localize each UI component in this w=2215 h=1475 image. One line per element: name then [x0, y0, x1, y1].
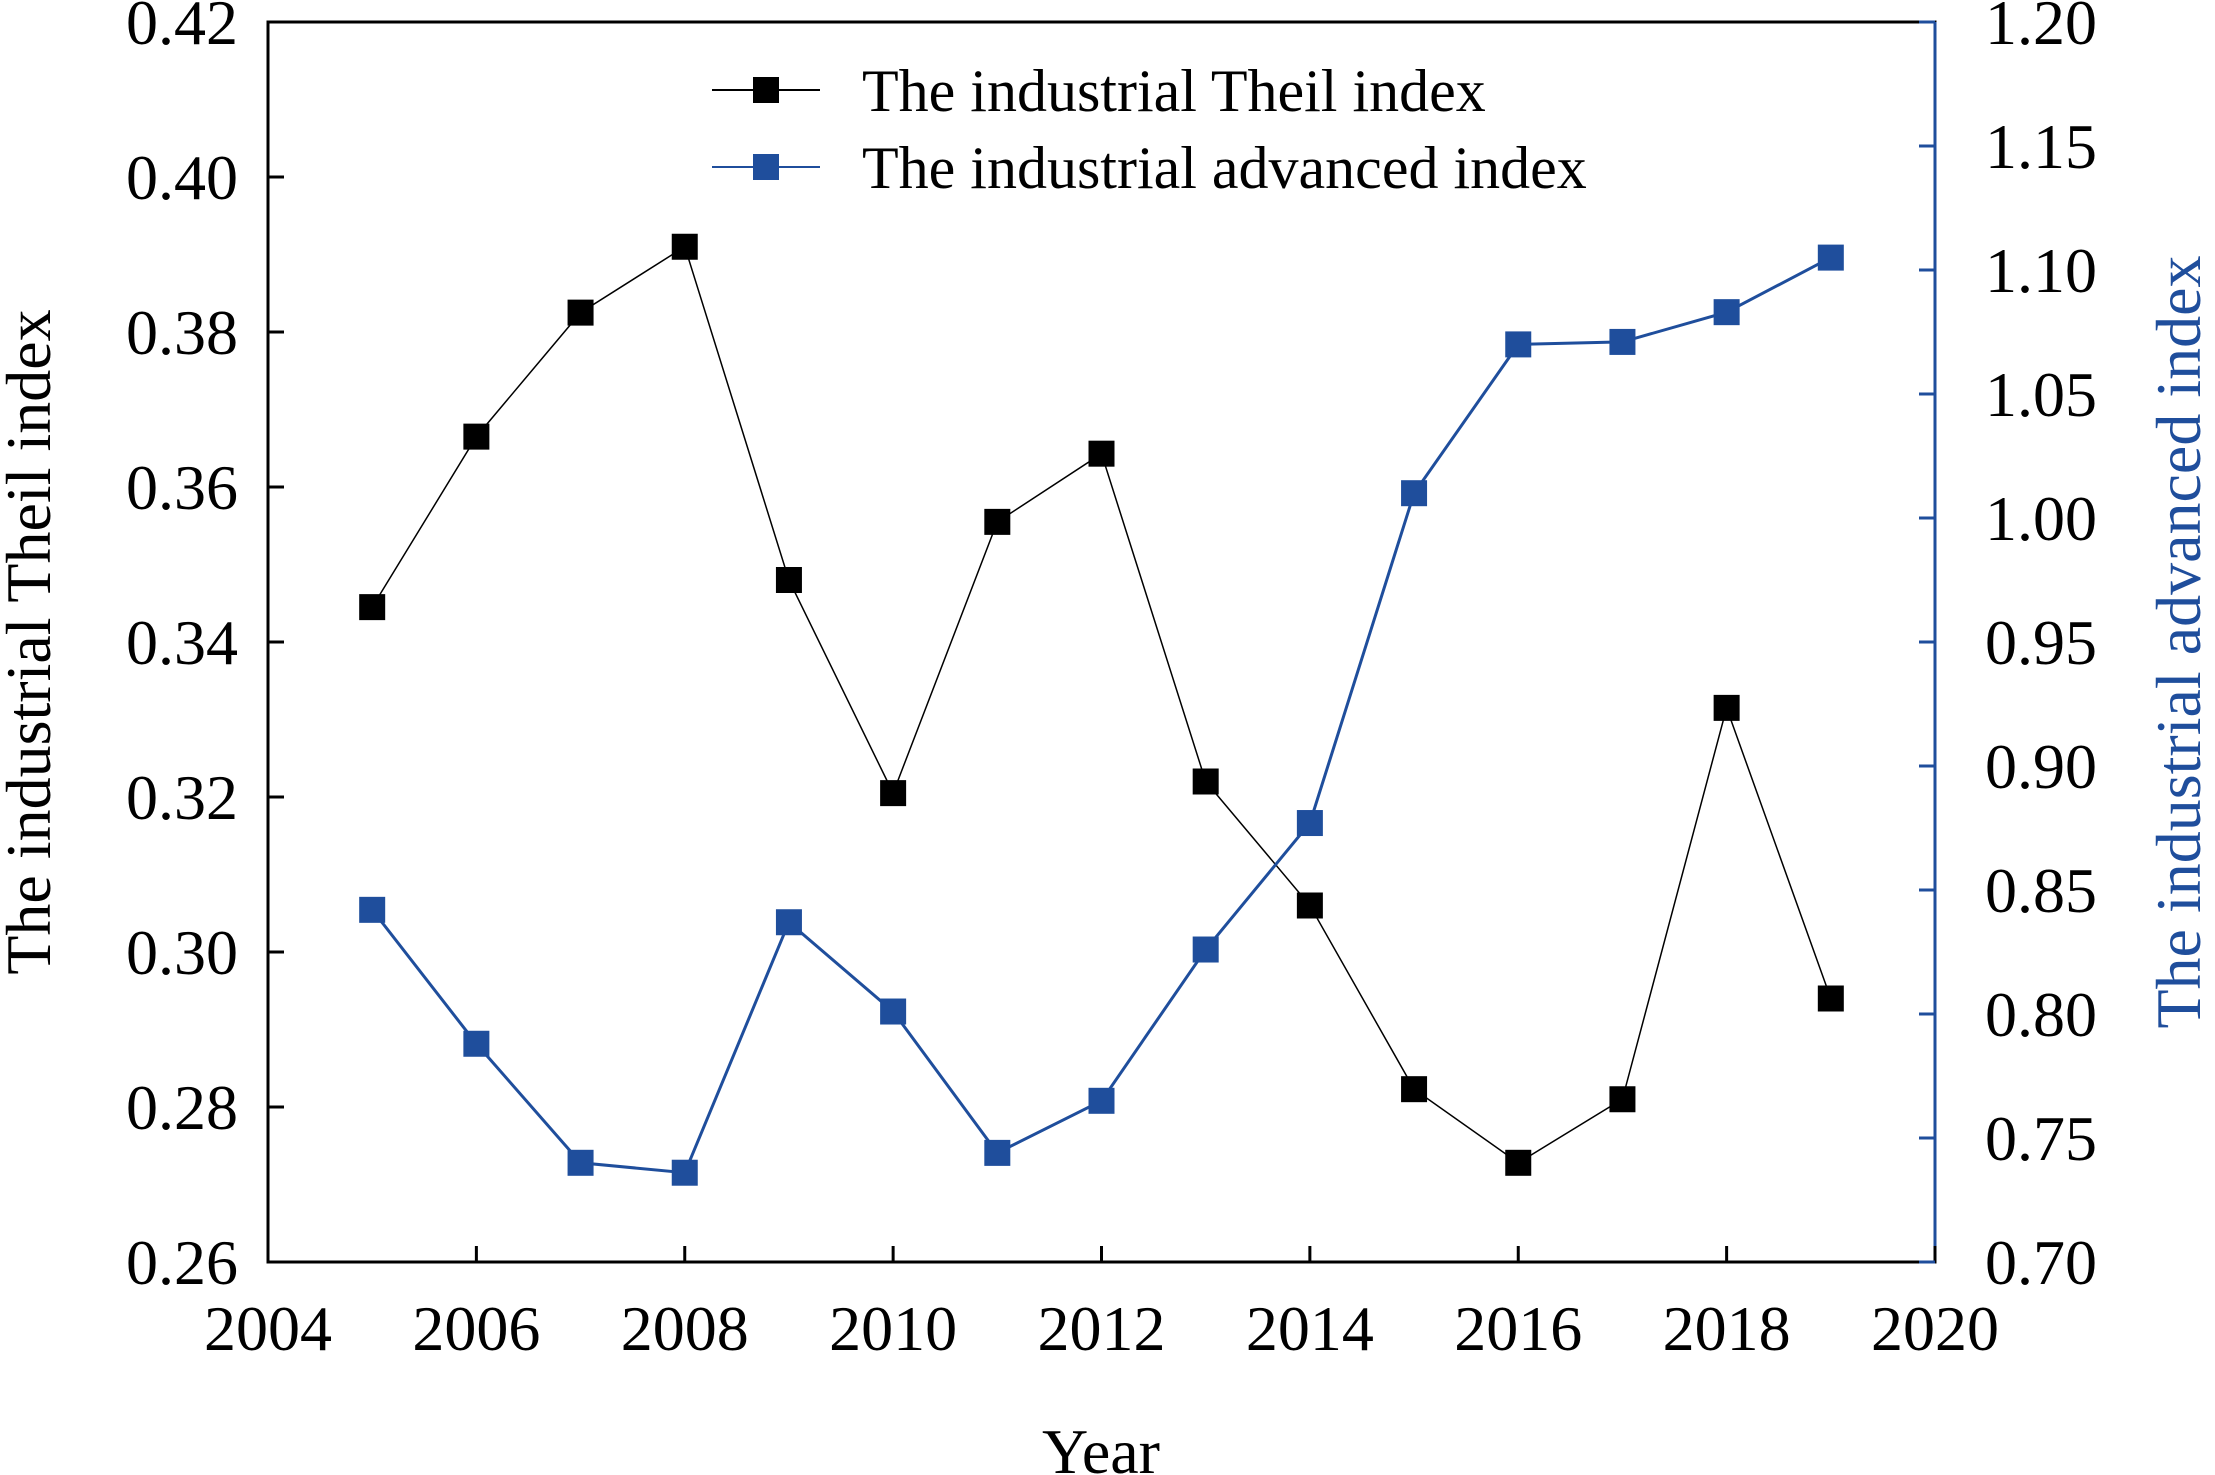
legend-item-theil: The industrial Theil index: [712, 58, 1486, 124]
y-left-tick-label: 0.38: [126, 297, 238, 368]
y-left-tick-label: 0.28: [126, 1072, 238, 1143]
data-point-series-1: [984, 1139, 1011, 1166]
data-point-series-0: [1713, 694, 1740, 721]
y-right-tick-label: 0.85: [1985, 855, 2097, 926]
y-right-tick-label: 0.75: [1985, 1103, 2097, 1174]
x-tick-label: 2004: [204, 1293, 332, 1364]
legend-label-advanced: The industrial advanced index: [862, 135, 1587, 201]
series-layer: [359, 233, 1844, 1186]
y-left-tick-label: 0.32: [126, 762, 238, 833]
data-point-series-1: [1817, 244, 1844, 271]
y-right-tick-label: 0.95: [1985, 607, 2097, 678]
x-tick-label: 2020: [1871, 1293, 1999, 1364]
data-point-series-0: [359, 594, 386, 621]
y-axis-left-title: The industrial Theil index: [0, 309, 64, 974]
y-right-tick-label: 1.15: [1985, 111, 2097, 182]
data-point-series-1: [567, 1149, 594, 1176]
data-point-series-1: [1713, 299, 1740, 326]
data-point-series-0: [1609, 1086, 1636, 1113]
y-axis-left: 0.26 0.28 0.30 0.32 0.34 0.36 0.38 0.40 0.42: [126, 0, 284, 1298]
data-point-series-1: [1192, 936, 1219, 963]
y-left-tick-label: 0.42: [126, 0, 238, 58]
data-point-series-1: [1505, 331, 1532, 358]
x-tick-label: 2018: [1663, 1293, 1791, 1364]
data-point-series-1: [1296, 810, 1323, 837]
legend-marker-advanced: [753, 154, 779, 180]
data-point-series-1: [775, 909, 802, 936]
plot-frame: [266, 20, 1937, 1264]
data-point-series-0: [984, 508, 1011, 535]
data-point-series-1: [880, 998, 907, 1025]
y-left-tick-label: 0.36: [126, 452, 238, 523]
x-tick-label: 2012: [1038, 1293, 1166, 1364]
data-point-series-0: [1296, 892, 1323, 919]
data-point-series-1: [1088, 1087, 1115, 1114]
y-left-tick-label: 0.26: [126, 1227, 238, 1298]
y-right-tick-label: 1.05: [1985, 359, 2097, 430]
data-point-series-0: [880, 780, 907, 807]
x-axis: 2004 2006 2008 2010 2012 2014 2016 2018 2020: [204, 1246, 1999, 1364]
data-point-series-0: [671, 233, 698, 260]
legend-item-advanced: The industrial advanced index: [712, 135, 1587, 201]
y-axis-right: 0.70 0.75 0.80 0.85 0.90 0.95 1.00 1.05 1.10 1.15…: [1919, 0, 2097, 1298]
x-tick-label: 2014: [1246, 1293, 1374, 1364]
x-tick-label: 2008: [621, 1293, 749, 1364]
data-point-series-1: [1609, 328, 1636, 355]
x-tick-label: 2016: [1454, 1293, 1582, 1364]
data-point-series-1: [463, 1030, 490, 1057]
y-right-tick-label: 1.10: [1985, 235, 2097, 306]
legend: The industrial Theil index The industria…: [712, 58, 1587, 201]
data-point-series-0: [1817, 985, 1844, 1012]
series-line-0: [371, 245, 1832, 1164]
y-left-tick-label: 0.40: [126, 142, 238, 213]
data-point-series-1: [359, 896, 386, 923]
y-right-tick-label: 0.80: [1985, 979, 2097, 1050]
y-right-tick-label: 0.70: [1985, 1227, 2097, 1298]
data-point-series-0: [463, 423, 490, 450]
data-point-series-1: [1401, 480, 1428, 507]
x-axis-title: Year: [1042, 1416, 1160, 1475]
y-left-tick-label: 0.30: [126, 917, 238, 988]
data-point-series-1: [671, 1159, 698, 1186]
legend-marker-theil: [753, 77, 779, 103]
data-point-series-0: [1505, 1149, 1532, 1176]
data-point-series-0: [1192, 768, 1219, 795]
series-line-1: [371, 256, 1832, 1175]
x-tick-label: 2006: [412, 1293, 540, 1364]
x-tick-label: 2010: [829, 1293, 957, 1364]
y-right-tick-label: 0.90: [1985, 731, 2097, 802]
data-point-series-0: [1401, 1076, 1428, 1103]
y-axis-right-title: The industrial advanced index: [2143, 255, 2214, 1028]
y-right-tick-label: 1.00: [1985, 483, 2097, 554]
data-point-series-0: [775, 567, 802, 593]
y-left-tick-label: 0.34: [126, 607, 238, 678]
y-right-tick-label: 1.20: [1985, 0, 2097, 58]
data-point-series-0: [1088, 440, 1115, 467]
legend-label-theil: The industrial Theil index: [862, 58, 1486, 124]
data-point-series-0: [567, 299, 594, 326]
